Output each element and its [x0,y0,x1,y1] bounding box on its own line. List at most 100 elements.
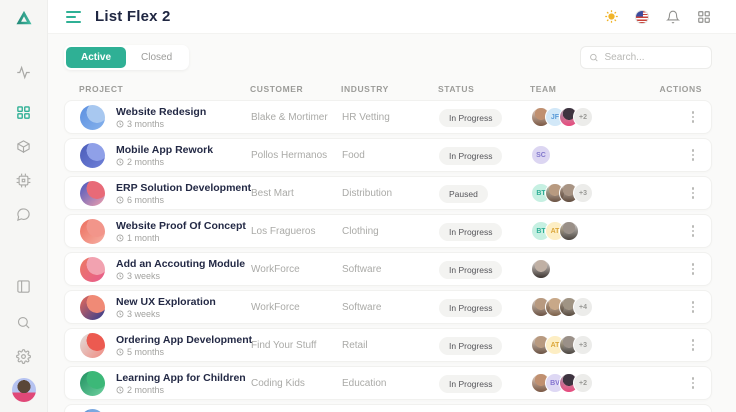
project-name: Website Proof Of Concept [116,219,246,232]
project-avatar [80,408,105,412]
status-cell: Paused [439,184,531,203]
row-actions-button[interactable] [685,221,701,241]
row-actions-button[interactable] [685,259,701,279]
project-avatar [80,180,105,206]
team-more-badge[interactable]: +2 [573,373,593,393]
team-avatars: BT AT [531,221,685,241]
status-tabs: Active Closed [64,45,190,70]
team-avatars: BT +3 [531,183,685,203]
theme-sun-icon[interactable] [603,9,619,25]
user-avatar[interactable] [11,378,36,402]
project-text: Add an Accouting Module 3 weeks [116,258,245,281]
table-row[interactable]: Mobile App Rework 2 months Pollos Hermanos… [64,138,712,172]
row-actions-button[interactable] [685,183,701,203]
project-text: New UX Exploration 3 weeks [116,296,216,319]
menu-toggle-icon[interactable] [66,10,81,23]
duration-label: 3 weeks [127,270,161,281]
kebab-dot [691,377,695,380]
kebab-dot [691,111,695,114]
project-text: ERP Solution Development 6 months [116,182,251,205]
cube-icon[interactable] [14,136,34,156]
row-actions-button[interactable] [685,297,701,317]
row-actions-button[interactable] [685,107,701,127]
search-icon[interactable] [14,312,34,332]
status-cell: In Progress [439,260,531,279]
team-avatar[interactable]: SC [531,145,551,165]
customer-cell: WorkForce [251,301,300,313]
table-row[interactable]: Ordering App Development 5 months Find You… [64,328,712,362]
team-avatars [531,259,685,279]
tab-active[interactable]: Active [66,47,127,68]
status-cell: In Progress [439,298,531,317]
customer-cell: Find Your Stuff [251,339,317,351]
row-actions-button[interactable] [685,145,701,165]
kebab-dot [691,153,695,157]
project-duration: 3 months [116,119,206,129]
project-cell: Add an Accouting Module 3 weeks [80,256,251,282]
cpu-icon[interactable] [14,170,34,190]
project-avatar [80,332,105,358]
kebab-dot [691,191,695,195]
table-row[interactable]: ERP Solution Development 6 months Best Mar… [64,176,712,210]
table-row[interactable]: App Wireframe ImplementationIn Progress [64,404,712,412]
header: List Flex 2 [48,0,736,34]
team-avatars: BV +2 [531,373,685,393]
dashboard-grid-icon[interactable] [14,102,34,122]
project-text: Website Redesign 3 months [116,106,206,129]
col-status: STATUS [438,84,475,94]
customer-cell: Coding Kids [251,377,305,389]
industry-cell: Food [342,149,365,161]
project-avatar [80,370,105,396]
apps-grid-icon[interactable] [696,9,712,25]
project-duration: 3 weeks [116,309,216,319]
table-row[interactable]: Learning App for Children 2 months Coding … [64,366,712,400]
kebab-dot [691,386,695,389]
team-more-badge[interactable]: +2 [573,107,593,127]
activity-icon[interactable] [14,62,34,82]
team-avatars: JF +2 [531,107,685,127]
project-duration: 2 months [116,385,246,395]
tab-closed[interactable]: Closed [141,52,173,63]
clock-icon [116,386,124,393]
project-name: Website Redesign [116,105,207,118]
chat-icon[interactable] [14,204,34,224]
app-logo[interactable] [14,8,34,28]
table-row[interactable]: New UX Exploration 3 weeks WorkForce Softwa… [64,290,712,324]
project-name: Mobile App Rework [116,143,214,156]
status-badge: In Progress [439,260,503,279]
kebab-dot [691,263,695,266]
row-actions-button[interactable] [685,335,701,355]
status-badge: In Progress [439,374,503,393]
team-avatar[interactable] [559,221,579,241]
team-more-badge[interactable]: +4 [573,297,593,317]
team-more-badge[interactable]: +3 [573,335,593,355]
clock-icon [116,196,124,203]
language-flag-us-icon[interactable] [634,9,650,25]
notifications-bell-icon[interactable] [665,9,681,25]
project-name: New UX Exploration [116,295,216,308]
project-cell: App Wireframe Implementation [80,408,271,412]
team-avatar[interactable] [531,259,551,279]
search-box[interactable] [580,46,712,69]
settings-icon[interactable] [14,346,34,366]
status-badge: Paused [439,184,488,203]
search-input[interactable] [604,52,703,63]
table-row[interactable]: Add an Accouting Module 3 weeks WorkForce S… [64,252,712,286]
project-avatar [80,142,105,168]
table-row[interactable]: Website Proof Of Concept 1 month Los Fragu… [64,214,712,248]
project-duration: 2 months [116,157,213,167]
clock-icon [116,234,124,241]
row-actions-button[interactable] [685,373,701,393]
project-text: Website Proof Of Concept 1 month [116,220,246,243]
industry-cell: HR Vetting [342,111,390,123]
kebab-dot [691,272,695,275]
layout-icon[interactable] [14,276,34,296]
status-cell: In Progress [439,374,531,393]
col-industry: INDUSTRY [341,84,389,94]
kebab-dot [691,229,695,233]
project-name: Learning App for Children [116,371,246,384]
table-row[interactable]: Website Redesign 3 months Blake & Mortimer… [64,100,712,134]
team-more-badge[interactable]: +3 [573,183,593,203]
project-name: Ordering App Development [116,333,253,346]
duration-label: 6 months [127,194,165,205]
